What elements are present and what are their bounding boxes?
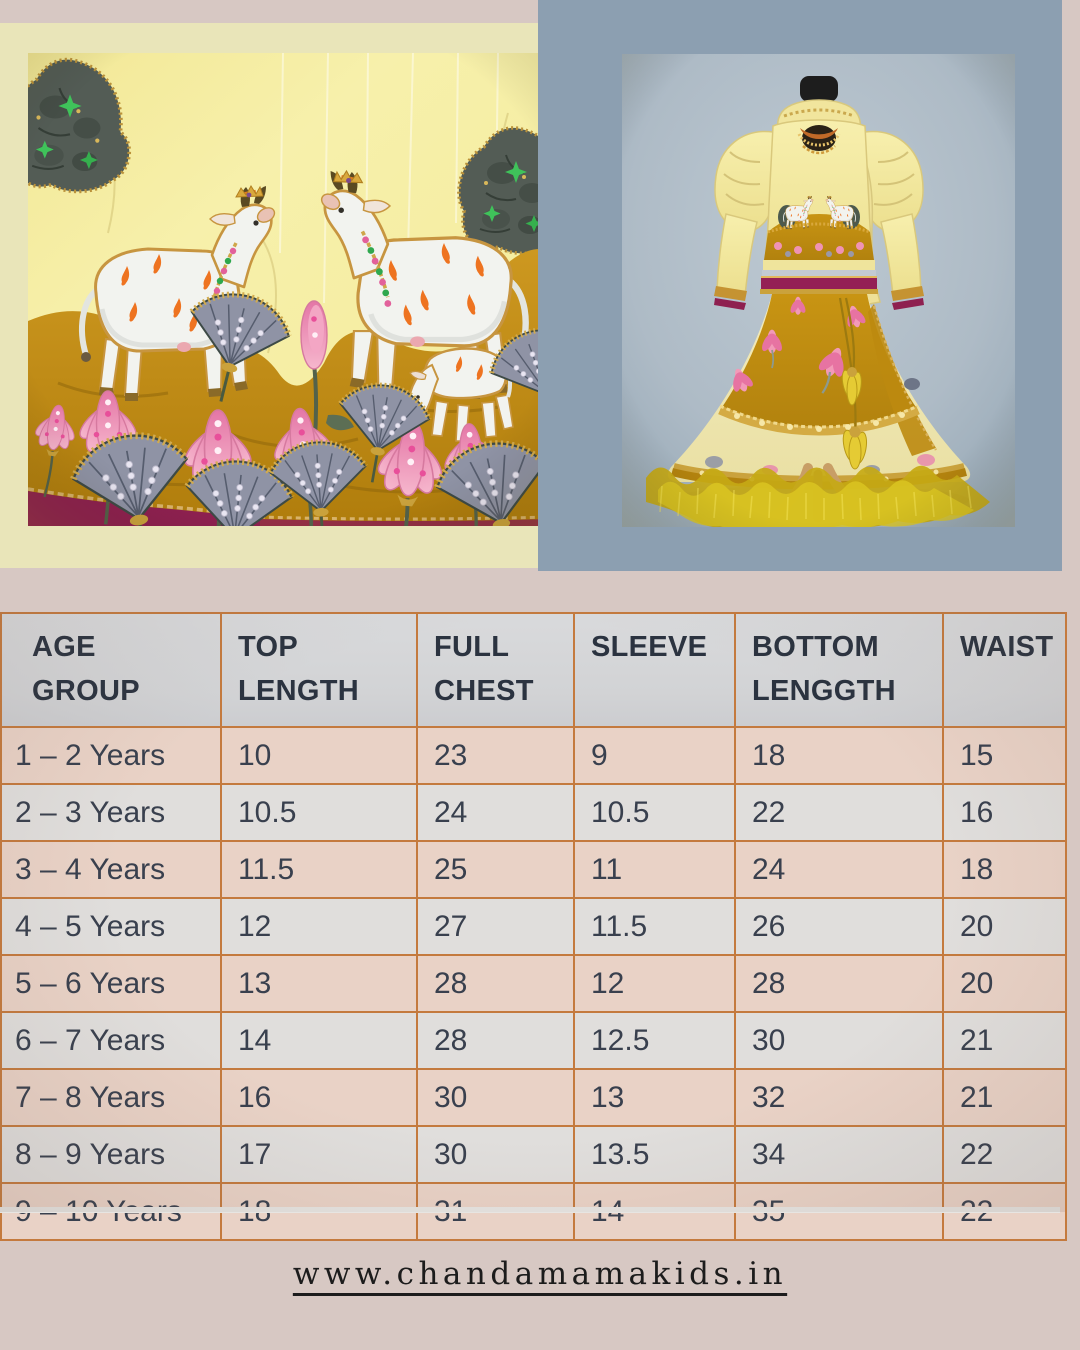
column-header: BOTTOM LENGGTH [734, 612, 944, 728]
cell-measurement: 10 [220, 726, 418, 785]
cell-age-group: 5 – 6 Years [0, 954, 222, 1013]
cell-measurement: 30 [416, 1068, 575, 1127]
cell-measurement: 20 [942, 954, 1067, 1013]
cell-age-group: 3 – 4 Years [0, 840, 222, 899]
cell-measurement: 20 [942, 897, 1067, 956]
cell-measurement: 32 [734, 1068, 944, 1127]
column-header: WAIST [942, 612, 1067, 728]
table-row: 5 – 6 Years 13 28 12 28 20 [0, 954, 1067, 1013]
cell-measurement: 28 [734, 954, 944, 1013]
table-row: 4 – 5 Years 12 27 11.5 26 20 [0, 897, 1067, 956]
cell-measurement: 28 [416, 954, 575, 1013]
cell-measurement: 15 [942, 726, 1067, 785]
cell-age-group: 7 – 8 Years [0, 1068, 222, 1127]
fabric-closeup-photo [28, 53, 550, 526]
table-bottom-edge [0, 1207, 1060, 1213]
cell-age-group: 6 – 7 Years [0, 1011, 222, 1070]
footer: www.chandamamakids.in [0, 1256, 1080, 1292]
cell-measurement: 11 [573, 840, 736, 899]
cell-measurement: 22 [734, 783, 944, 842]
dress-photo [622, 54, 1015, 527]
cell-measurement: 13.5 [573, 1125, 736, 1184]
cell-age-group: 1 – 2 Years [0, 726, 222, 785]
cell-measurement: 14 [220, 1011, 418, 1070]
cell-measurement: 16 [942, 783, 1067, 842]
website-link[interactable]: www.chandamamakids.in [292, 1256, 788, 1292]
cell-measurement: 24 [416, 783, 575, 842]
cell-measurement: 9 [573, 726, 736, 785]
table-row: 8 – 9 Years 17 30 13.5 34 22 [0, 1125, 1067, 1184]
cell-measurement: 18 [734, 726, 944, 785]
cell-age-group: 4 – 5 Years [0, 897, 222, 956]
cell-measurement: 17 [220, 1125, 418, 1184]
cell-measurement: 11.5 [220, 840, 418, 899]
table-row: 6 – 7 Years 14 28 12.5 30 21 [0, 1011, 1067, 1070]
cell-measurement: 24 [734, 840, 944, 899]
cell-measurement: 30 [416, 1125, 575, 1184]
size-chart-header-row: AGE GROUP TOP LENGTH FULL CHEST SLEEVE BOTTOM LE… [0, 612, 1067, 728]
cell-measurement: 27 [416, 897, 575, 956]
cell-measurement: 22 [942, 1125, 1067, 1184]
cell-measurement: 23 [416, 726, 575, 785]
cell-measurement: 28 [416, 1011, 575, 1070]
cell-measurement: 11.5 [573, 897, 736, 956]
size-chart-body: 1 – 2 Years 10 23 9 18 15 2 – 3 Years 10.5 24 10.… [0, 726, 1067, 1241]
column-header: SLEEVE [573, 612, 736, 728]
cell-measurement: 13 [573, 1068, 736, 1127]
column-header: FULL CHEST [416, 612, 575, 728]
size-chart-table: AGE GROUP TOP LENGTH FULL CHEST SLEEVE BOTTOM LE… [0, 612, 1067, 1241]
cell-measurement: 12.5 [573, 1011, 736, 1070]
cell-measurement: 30 [734, 1011, 944, 1070]
cell-measurement: 10.5 [220, 783, 418, 842]
cell-measurement: 26 [734, 897, 944, 956]
table-row: 2 – 3 Years 10.5 24 10.5 22 16 [0, 783, 1067, 842]
cell-measurement: 10.5 [573, 783, 736, 842]
photo-vignette [28, 53, 550, 526]
cell-age-group: 2 – 3 Years [0, 783, 222, 842]
column-header: AGE GROUP [0, 612, 222, 728]
cell-measurement: 12 [220, 897, 418, 956]
cell-measurement: 25 [416, 840, 575, 899]
table-row: 7 – 8 Years 16 30 13 32 21 [0, 1068, 1067, 1127]
cell-measurement: 18 [942, 840, 1067, 899]
cell-measurement: 21 [942, 1068, 1067, 1127]
table-row: 1 – 2 Years 10 23 9 18 15 [0, 726, 1067, 785]
cell-measurement: 13 [220, 954, 418, 1013]
cell-measurement: 16 [220, 1068, 418, 1127]
cell-measurement: 12 [573, 954, 736, 1013]
cell-measurement: 34 [734, 1125, 944, 1184]
size-chart-section: AGE GROUP TOP LENGTH FULL CHEST SLEEVE BOTTOM LE… [0, 612, 1067, 1241]
table-row: 3 – 4 Years 11.5 25 11 24 18 [0, 840, 1067, 899]
cell-measurement: 21 [942, 1011, 1067, 1070]
cell-age-group: 8 – 9 Years [0, 1125, 222, 1184]
photo-vignette [622, 54, 1015, 527]
column-header: TOP LENGTH [220, 612, 418, 728]
